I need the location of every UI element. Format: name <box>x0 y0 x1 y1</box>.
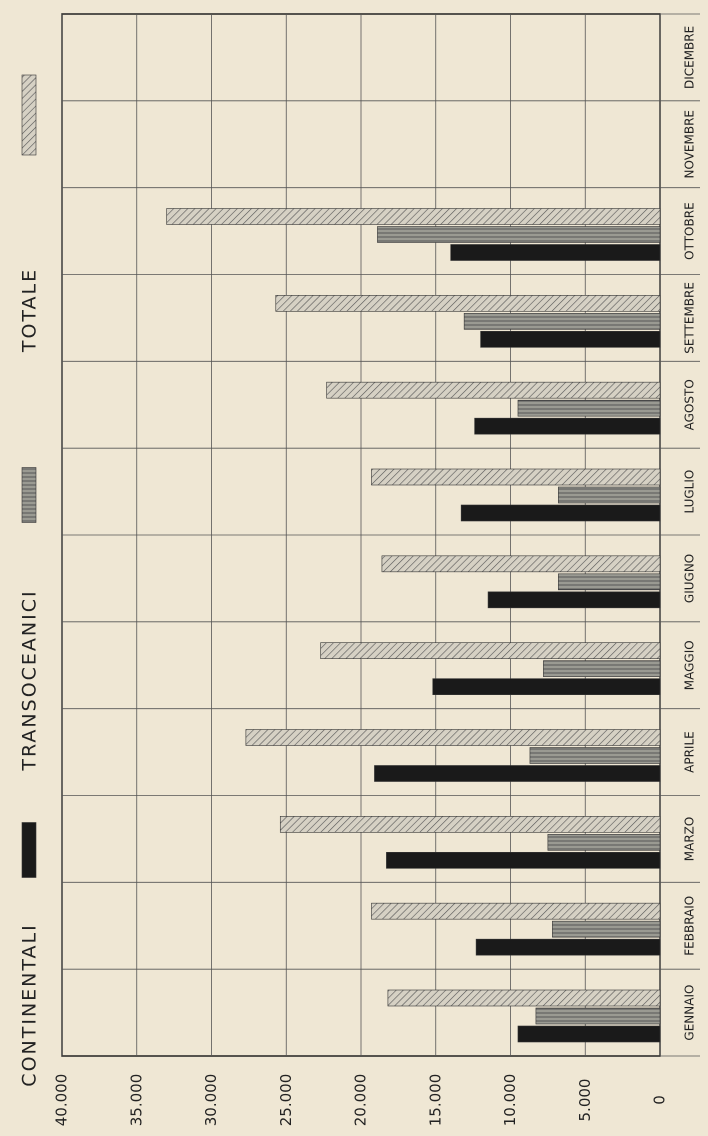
legend-swatch <box>21 822 37 878</box>
bar <box>487 591 661 609</box>
bar <box>463 313 661 330</box>
bar <box>279 816 661 833</box>
bar <box>432 678 661 695</box>
y-tick-label: 15.000 <box>426 1074 444 1127</box>
bar <box>517 1025 661 1043</box>
bar <box>326 381 661 399</box>
bar <box>474 417 661 435</box>
bar <box>245 729 661 746</box>
bar <box>552 920 661 938</box>
legend-label: TRANSOCEANICI <box>19 589 41 771</box>
legend-label: TOTALE <box>19 268 41 353</box>
x-tick-label: GENNAIO <box>683 985 697 1041</box>
bar <box>386 852 661 869</box>
x-tick-label: APRILE <box>683 731 697 773</box>
x-tick-label: FEBBRAIO <box>683 896 697 956</box>
bar <box>475 938 661 956</box>
x-tick-label: LUGLIO <box>683 470 697 514</box>
y-tick-label: 40.000 <box>53 1074 71 1127</box>
bar <box>558 573 661 591</box>
bar <box>374 765 661 782</box>
legend-swatch <box>21 467 37 523</box>
y-tick-label: 30.000 <box>202 1074 220 1127</box>
bar <box>543 660 661 677</box>
legend-label: CONTINENTALI <box>19 923 41 1086</box>
x-tick-label: NOVEMBRE <box>683 110 697 179</box>
bar <box>547 834 661 851</box>
y-tick-label: 10.000 <box>501 1074 519 1127</box>
y-tick-label: 20.000 <box>352 1074 370 1127</box>
x-tick-label: AGOSTO <box>683 379 697 430</box>
x-tick-label: GIUGNO <box>683 554 697 603</box>
bar <box>166 208 661 225</box>
bar <box>320 642 661 659</box>
x-tick-label: DICEMBRE <box>683 26 697 89</box>
bar <box>371 468 661 486</box>
y-tick-label: 25.000 <box>277 1074 295 1127</box>
bar <box>558 486 661 504</box>
y-tick-label: 0 <box>651 1095 669 1105</box>
x-tick-label: MAGGIO <box>683 640 697 690</box>
bar <box>517 399 661 417</box>
bar <box>387 989 661 1007</box>
x-tick-label: SETTEMBRE <box>683 282 697 354</box>
bar <box>480 331 661 348</box>
bar <box>371 902 661 920</box>
bar <box>381 555 661 573</box>
bar <box>275 295 661 312</box>
bar <box>460 504 661 522</box>
y-tick-label: 35.000 <box>127 1074 145 1127</box>
bar <box>529 747 661 764</box>
legend-swatch <box>21 74 37 156</box>
x-tick-label: OTTOBRE <box>683 202 697 259</box>
bar <box>377 226 661 243</box>
y-tick-label: 5.000 <box>576 1079 594 1122</box>
bar <box>535 1007 661 1025</box>
bar <box>450 244 661 261</box>
x-tick-label: MARZO <box>683 817 697 862</box>
